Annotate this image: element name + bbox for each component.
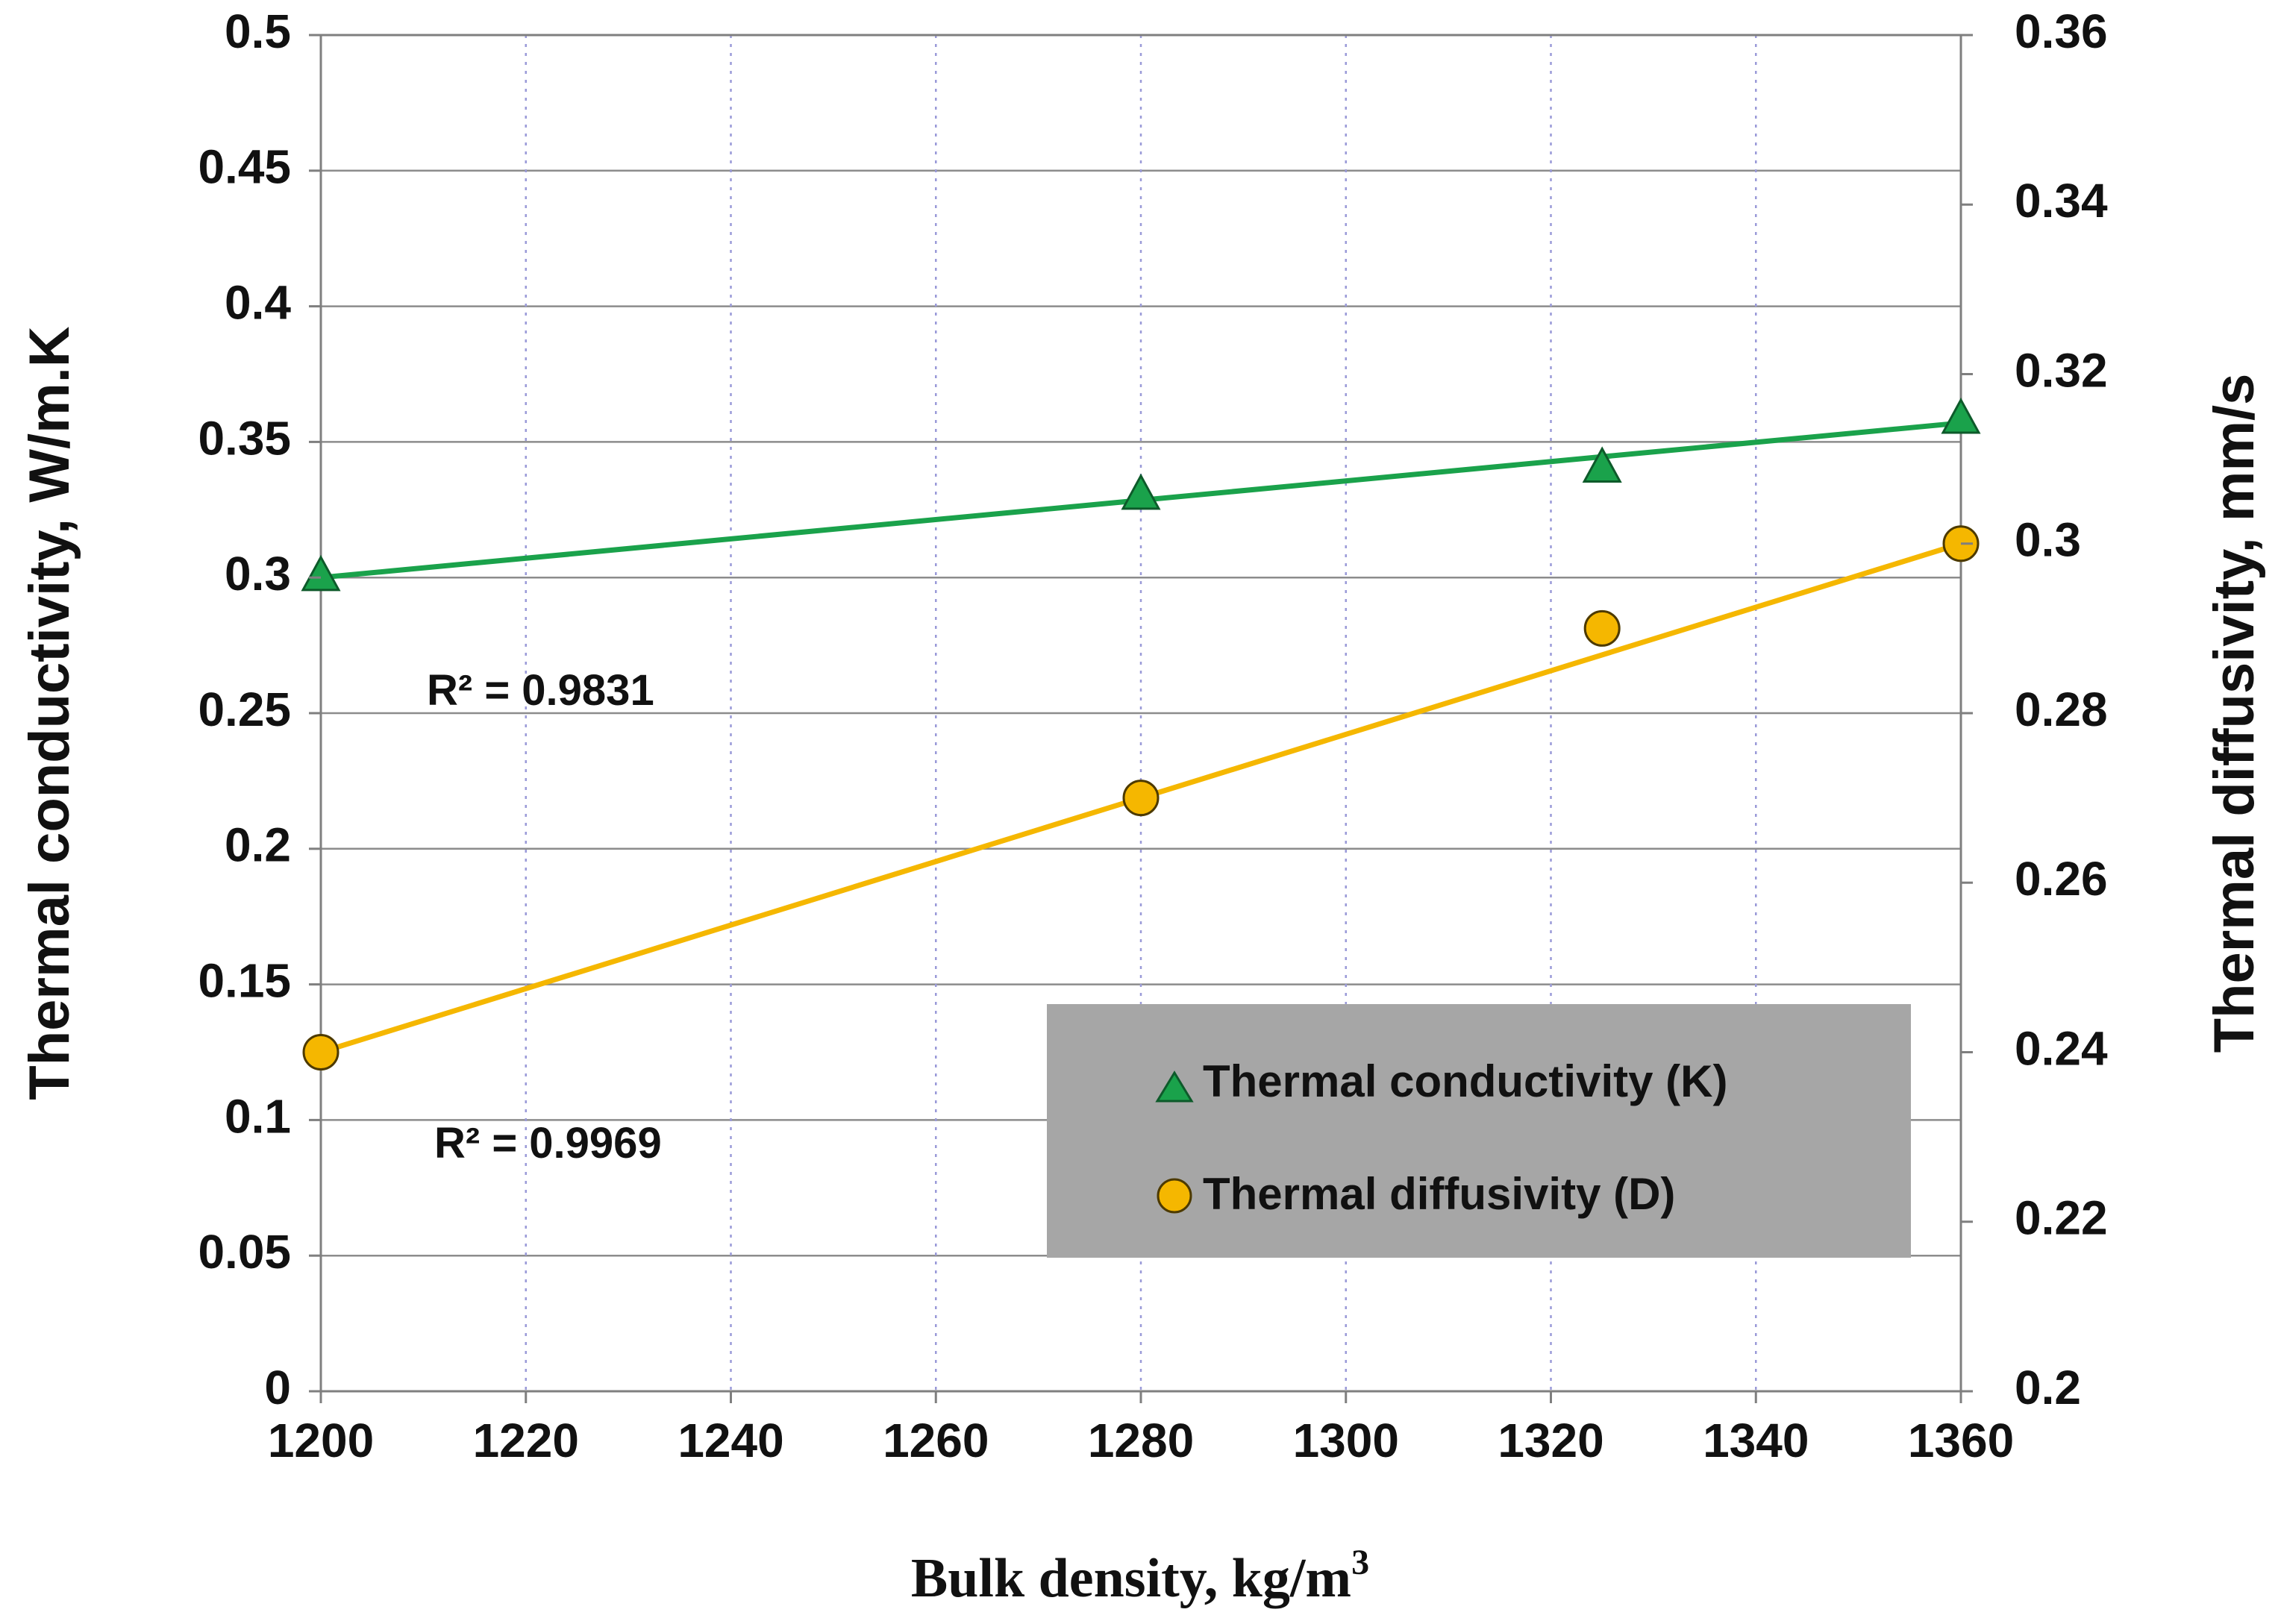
conductivity-point [1121,473,1161,510]
y-left-tick-label: 0.1 [225,1089,291,1143]
y-right-tick-label: 0.22 [2015,1191,2108,1245]
x-axis-title: Bulk density, kg/m3 [911,1543,1369,1609]
diffusivity-point [302,1034,340,1070]
legend-box [1047,1004,1911,1258]
y-axis-left-title: Thermal conductivity, W/m.K [18,326,81,1100]
y-right-tick-label: 0.2 [2015,1361,2081,1414]
y-right-tick-label: 0.26 [2015,852,2108,906]
y-left-tick-label: 0.15 [198,954,291,1008]
conductivity-point [301,554,341,592]
x-tick-label: 1280 [1088,1414,1194,1467]
r2-conductivity: R² = 0.9831 [427,666,654,715]
legend-triangle-icon [1155,1070,1194,1103]
x-tick-label: 1300 [1293,1414,1399,1467]
y-right-tick-label: 0.3 [2015,513,2081,567]
x-tick-label: 1340 [1703,1414,1809,1467]
x-tick-label: 1200 [268,1414,374,1467]
x-axis-title-sup: 3 [1351,1543,1369,1582]
y-left-tick-label: 0.05 [198,1225,291,1279]
y-right-tick-label: 0.28 [2015,683,2108,736]
legend-label-diffusivity: Thermal diffusivity (D) [1203,1169,1675,1219]
y-left-tick-label: 0.5 [225,4,291,58]
y-left-tick-label: 0.25 [198,683,291,736]
y-right-tick-label: 0.32 [2015,343,2108,397]
x-tick-label: 1240 [678,1414,783,1467]
x-axis-title-main: Bulk density, kg/m [911,1548,1351,1609]
y-left-tick-label: 0.45 [198,140,291,194]
x-tick-label: 1320 [1498,1414,1603,1467]
tick-labels: 0 0.05 0.1 0.15 0.2 0.25 0.3 0.35 0.4 0.45 0.5 1200… [198,4,2108,1467]
y-right-tick-label: 0.36 [2015,4,2108,58]
legend-label-conductivity: Thermal conductivity (K) [1203,1056,1727,1106]
diffusivity-point [1122,780,1160,817]
y-right-tick-label: 0.34 [2015,174,2108,228]
y-left-tick-label: 0 [264,1361,291,1414]
legend-circle-icon [1157,1178,1192,1214]
y-left-tick-label: 0.35 [198,411,291,465]
y-left-tick-label: 0.3 [225,547,291,601]
x-tick-label: 1260 [883,1414,989,1467]
conductivity-point [1941,397,1981,434]
conductivity-point [1582,446,1622,483]
y-axis-right-title: Thermal diffusivity, mm/s [2203,374,2266,1053]
diffusivity-point [1583,609,1621,647]
x-tick-label: 1220 [473,1414,579,1467]
y-left-tick-label: 0.4 [225,276,291,330]
y-right-tick-label: 0.24 [2015,1021,2108,1075]
markers [301,397,1981,1070]
x-tick-label: 1360 [1908,1414,2014,1467]
r2-diffusivity: R² = 0.9969 [434,1119,662,1167]
y-left-tick-label: 0.2 [225,818,291,872]
legend: Thermal conductivity (K) Thermal diffusi… [1047,1004,1911,1258]
